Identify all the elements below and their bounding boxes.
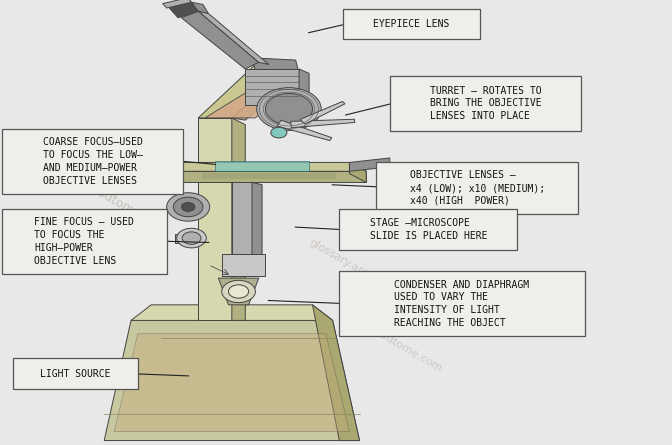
Circle shape <box>271 127 287 138</box>
Polygon shape <box>155 162 366 171</box>
Text: EYEPIECE LENS: EYEPIECE LENS <box>374 19 450 29</box>
Circle shape <box>257 88 321 130</box>
Text: roadtome.com: roadtome.com <box>85 181 171 238</box>
Text: LIGHT SOURCE: LIGHT SOURCE <box>40 369 111 379</box>
Polygon shape <box>349 158 390 171</box>
Text: CONDENSER AND DIAPHRAGM
USED TO VARY THE
INTENSITY OF LIGHT
REACHING THE OBJECT: CONDENSER AND DIAPHRAGM USED TO VARY THE… <box>394 279 530 328</box>
Polygon shape <box>163 0 192 8</box>
Polygon shape <box>252 182 262 267</box>
Polygon shape <box>245 69 299 105</box>
Polygon shape <box>312 305 360 441</box>
Polygon shape <box>300 101 345 124</box>
FancyBboxPatch shape <box>343 9 480 39</box>
Polygon shape <box>215 161 309 171</box>
Text: glossary.aroadtome.com: glossary.aroadtome.com <box>308 237 431 315</box>
Polygon shape <box>131 167 181 176</box>
Text: TURRET – ROTATES TO
BRING THE OBJECTIVE
LENSES INTO PLACE: TURRET – ROTATES TO BRING THE OBJECTIVE … <box>429 85 542 121</box>
Circle shape <box>182 232 201 244</box>
FancyBboxPatch shape <box>339 209 517 250</box>
Circle shape <box>222 280 255 303</box>
FancyBboxPatch shape <box>390 76 581 131</box>
Polygon shape <box>232 118 245 320</box>
Polygon shape <box>290 119 355 128</box>
Circle shape <box>177 228 206 248</box>
Polygon shape <box>277 120 332 141</box>
Polygon shape <box>198 11 269 65</box>
FancyBboxPatch shape <box>2 209 167 274</box>
FancyBboxPatch shape <box>13 358 138 389</box>
Polygon shape <box>198 65 289 118</box>
Circle shape <box>228 285 249 298</box>
Polygon shape <box>169 2 198 18</box>
Polygon shape <box>218 278 259 305</box>
FancyBboxPatch shape <box>339 271 585 336</box>
Polygon shape <box>299 69 309 109</box>
Polygon shape <box>175 234 198 243</box>
Polygon shape <box>232 69 302 120</box>
Polygon shape <box>252 58 299 73</box>
FancyBboxPatch shape <box>376 162 578 214</box>
Polygon shape <box>181 11 259 69</box>
Polygon shape <box>192 2 208 13</box>
Circle shape <box>181 202 195 211</box>
Polygon shape <box>232 182 252 265</box>
Text: FINE FOCUS – USED
TO FOCUS THE
HIGH–POWER
OBJECTIVE LENS: FINE FOCUS – USED TO FOCUS THE HIGH–POWE… <box>34 217 134 266</box>
Text: OBJECTIVE LENSES –
x4 (LOW); x10 (MEDIUM);
x40 (HIGH  POWER): OBJECTIVE LENSES – x4 (LOW); x10 (MEDIUM… <box>409 170 545 206</box>
Circle shape <box>173 197 203 217</box>
Circle shape <box>167 193 210 221</box>
Polygon shape <box>114 334 349 432</box>
Text: COARSE FOCUS–USED
TO FOCUS THE LOW–
AND MEDIUM–POWER
OBJECTIVE LENSES: COARSE FOCUS–USED TO FOCUS THE LOW– AND … <box>43 137 142 186</box>
Circle shape <box>265 93 312 125</box>
Text: STAGE –MICROSCOPE
SLIDE IS PLACED HERE: STAGE –MICROSCOPE SLIDE IS PLACED HERE <box>370 218 487 241</box>
Text: aroadtome.com: aroadtome.com <box>362 321 444 373</box>
Polygon shape <box>104 320 360 441</box>
Polygon shape <box>198 118 232 320</box>
Polygon shape <box>222 254 265 276</box>
Polygon shape <box>131 305 333 320</box>
Polygon shape <box>349 162 366 182</box>
Polygon shape <box>155 171 366 182</box>
FancyBboxPatch shape <box>2 129 183 194</box>
Polygon shape <box>205 87 289 118</box>
